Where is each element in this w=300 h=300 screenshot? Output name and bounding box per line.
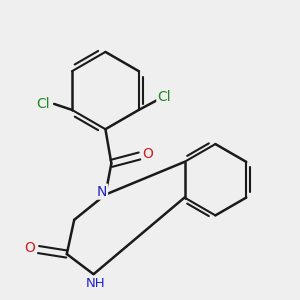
Text: Cl: Cl — [36, 97, 50, 111]
Text: Cl: Cl — [157, 90, 171, 104]
Text: O: O — [24, 242, 35, 255]
Text: N: N — [97, 184, 107, 199]
Text: NH: NH — [86, 277, 106, 290]
Text: O: O — [142, 147, 153, 161]
